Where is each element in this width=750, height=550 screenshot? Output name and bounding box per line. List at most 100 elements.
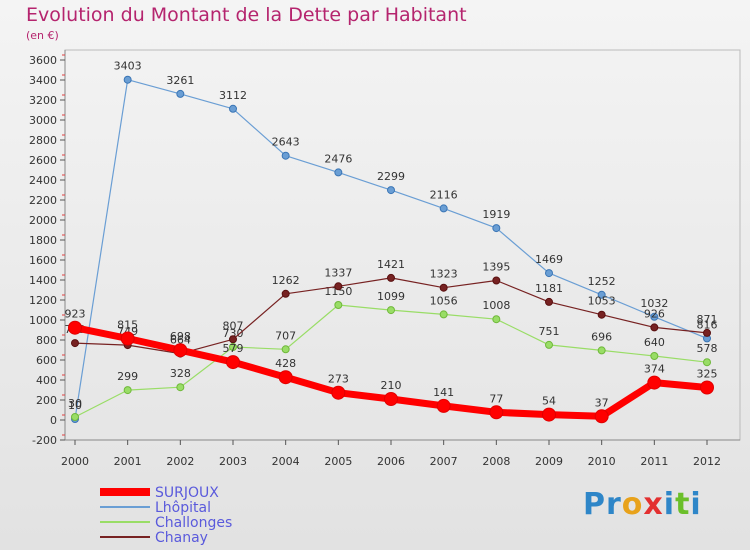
data-point-challonges	[492, 315, 501, 324]
data-label-challonges: 696	[591, 330, 612, 343]
logo-letter: o	[621, 487, 644, 522]
y-tick-label: 600	[36, 354, 57, 367]
data-label-challonges: 328	[170, 367, 191, 380]
logo-letter: x	[643, 487, 664, 522]
x-tick-label: 2000	[61, 455, 89, 468]
data-point-challonges	[229, 343, 237, 351]
y-tick-label: 1000	[29, 314, 57, 327]
data-point-chanay	[492, 276, 501, 285]
data-label-lhopital: 1919	[482, 208, 510, 221]
data-point-surjoux	[278, 370, 293, 385]
data-point-lhopital	[439, 204, 448, 213]
data-point-surjoux	[120, 331, 135, 346]
data-point-challonges	[387, 306, 395, 315]
data-label-lhopital: 2116	[430, 188, 458, 201]
data-point-surjoux	[226, 355, 240, 370]
data-label-chanay: 807	[223, 319, 244, 332]
data-label-lhopital: 3261	[166, 74, 194, 87]
data-point-chanay	[71, 339, 79, 348]
y-tick-label: 2000	[29, 214, 57, 227]
legend-label-challonges: Challonges	[155, 515, 232, 531]
data-point-challonges	[334, 301, 343, 309]
data-label-lhopital: 1032	[640, 297, 668, 310]
data-label-challonges: 299	[117, 370, 138, 383]
data-point-lhopital	[176, 89, 185, 98]
data-label-lhopital: 1252	[588, 275, 616, 288]
y-tick-label: 2800	[29, 134, 57, 147]
data-label-lhopital: 816	[697, 318, 718, 331]
x-tick-label: 2011	[640, 455, 668, 468]
data-point-chanay	[650, 323, 659, 332]
y-tick-label: 3000	[29, 114, 57, 127]
data-label-challonges: 707	[275, 329, 296, 342]
data-label-surjoux: 77	[489, 392, 503, 405]
data-label-surjoux: 374	[644, 363, 665, 376]
data-point-chanay	[387, 273, 395, 282]
x-tick-label: 2010	[588, 455, 616, 468]
data-point-surjoux	[384, 392, 398, 406]
data-label-chanay: 1323	[430, 268, 458, 281]
y-tick-label: 400	[36, 374, 57, 387]
data-point-challonges	[650, 352, 659, 360]
x-tick-label: 2003	[219, 455, 247, 468]
logo-letter: t	[675, 487, 691, 522]
data-label-surjoux: 579	[223, 342, 244, 355]
data-label-challonges: 1056	[430, 294, 458, 307]
data-point-surjoux	[647, 375, 662, 390]
data-label-surjoux: 37	[595, 396, 609, 409]
data-point-chanay	[281, 289, 290, 298]
data-point-chanay	[545, 297, 553, 306]
y-tick-label: 3200	[29, 94, 57, 107]
legend-label-surjoux: SURJOUX	[155, 485, 219, 501]
x-tick-label: 2001	[114, 455, 142, 468]
y-tick-label: 1800	[29, 234, 57, 247]
data-point-lhopital	[281, 151, 290, 160]
data-point-challonges	[123, 386, 132, 395]
chart-subtitle: (en €)	[26, 29, 59, 42]
x-tick-label: 2012	[693, 455, 721, 468]
data-label-challonges: 1099	[377, 290, 405, 303]
data-point-chanay	[439, 283, 448, 292]
x-tick-label: 2005	[324, 455, 352, 468]
data-label-chanay: 871	[697, 313, 718, 326]
y-tick-label: -200	[32, 434, 57, 447]
y-tick-label: 3600	[29, 54, 57, 67]
x-tick-label: 2007	[430, 455, 458, 468]
chart-title: Evolution du Montant de la Dette par Hab…	[26, 4, 467, 26]
y-tick-label: 1600	[29, 254, 57, 267]
legend-label-chanay: Chanay	[155, 530, 208, 546]
data-label-surjoux: 54	[542, 395, 556, 408]
data-label-chanay: 1181	[535, 282, 563, 295]
x-tick-label: 2002	[166, 455, 194, 468]
data-label-chanay: 926	[644, 307, 665, 320]
data-label-chanay: 1262	[272, 274, 300, 287]
data-label-lhopital: 3112	[219, 89, 247, 102]
data-label-surjoux: 923	[65, 308, 86, 321]
data-label-chanay: 1337	[324, 266, 352, 279]
data-label-chanay: 1053	[588, 295, 616, 308]
data-point-surjoux	[489, 405, 504, 420]
data-label-lhopital: 2299	[377, 170, 405, 183]
data-point-surjoux	[68, 320, 82, 335]
data-label-surjoux: 428	[275, 357, 296, 370]
logo-letter: r	[606, 487, 622, 522]
data-point-lhopital	[597, 290, 606, 299]
data-label-lhopital: 2476	[324, 152, 352, 165]
data-label-challonges: 1008	[482, 299, 510, 312]
data-label-challonges: 1150	[324, 285, 352, 298]
data-point-chanay	[334, 282, 343, 291]
data-point-lhopital	[650, 312, 659, 321]
data-point-surjoux	[173, 343, 188, 358]
data-label-lhopital: 3403	[114, 60, 142, 73]
plot-area-frame	[64, 49, 741, 441]
logo-letter: P	[583, 487, 606, 522]
y-tick-label: 0	[50, 414, 57, 427]
data-label-challonges: 640	[644, 336, 665, 349]
data-point-surjoux	[542, 407, 556, 422]
data-label-surjoux: 698	[170, 330, 191, 343]
data-point-lhopital	[492, 224, 501, 233]
data-point-challonges	[281, 345, 290, 354]
x-tick-label: 2004	[272, 455, 300, 468]
y-tick-label: 1400	[29, 274, 57, 287]
data-point-chanay	[229, 335, 237, 344]
